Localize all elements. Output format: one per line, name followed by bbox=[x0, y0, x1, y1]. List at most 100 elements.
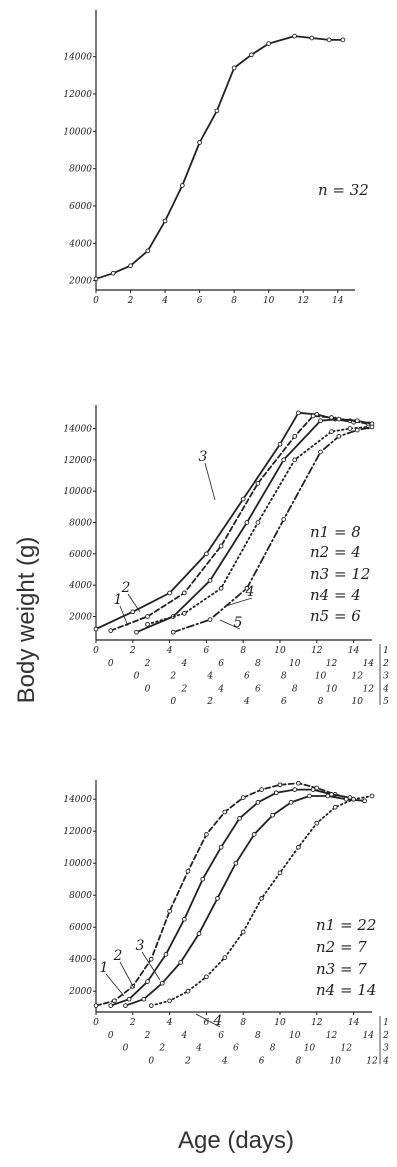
x-tick-label: 0 bbox=[170, 697, 176, 707]
x-tick-label: 2 bbox=[169, 672, 176, 682]
x-tick-label: 6 bbox=[218, 659, 224, 669]
y-tick-label: 12000 bbox=[63, 90, 92, 100]
y-tick-label: 10000 bbox=[63, 127, 92, 137]
y-tick-label: 10000 bbox=[63, 859, 92, 869]
data-point bbox=[255, 520, 261, 525]
x-tick-label: 0 bbox=[108, 659, 114, 669]
data-point bbox=[178, 960, 183, 965]
series-line bbox=[109, 788, 351, 1007]
data-point bbox=[214, 108, 220, 114]
x-tick-label: 8 bbox=[240, 1018, 246, 1028]
data-point bbox=[369, 424, 375, 430]
data-point bbox=[296, 844, 301, 850]
data-point bbox=[336, 433, 342, 439]
data-point bbox=[332, 804, 338, 810]
data-point bbox=[233, 860, 239, 866]
x-tick-label: 10 bbox=[263, 296, 275, 306]
series-label-leader bbox=[195, 1013, 221, 1028]
x-tick-label: 12 bbox=[326, 1031, 338, 1041]
data-point bbox=[249, 52, 254, 58]
x-tick-label: 10 bbox=[315, 672, 327, 682]
data-point bbox=[277, 782, 283, 788]
x-tick-label: 8 bbox=[255, 1031, 261, 1041]
x-tick-label: 14 bbox=[363, 1031, 375, 1041]
series-label-leader bbox=[127, 593, 141, 613]
x-tick-label: 6 bbox=[233, 1044, 239, 1054]
data-point bbox=[181, 611, 187, 616]
x-tick-label: 8 bbox=[231, 296, 237, 306]
series-label: 1 bbox=[114, 592, 123, 608]
series-line bbox=[95, 782, 355, 1007]
data-point bbox=[145, 621, 150, 627]
x-tick-label: 6 bbox=[244, 672, 250, 682]
row-key: 2 bbox=[382, 659, 389, 669]
x-tick-label: 4 bbox=[166, 1018, 173, 1028]
x-tick-label: 12 bbox=[363, 684, 375, 694]
x-tick-label: 2 bbox=[158, 1044, 165, 1054]
annotation: n4 = 4 bbox=[310, 586, 361, 604]
data-point bbox=[218, 543, 224, 549]
data-point bbox=[336, 416, 342, 422]
data-point bbox=[179, 183, 185, 188]
data-point bbox=[277, 441, 283, 447]
y-tick-label: 12000 bbox=[63, 456, 92, 466]
x-tick-label: 4 bbox=[217, 684, 224, 694]
x-tick-label: 0 bbox=[108, 1031, 114, 1041]
row-key: 4 bbox=[382, 684, 389, 694]
y-axis-label: Body weight (g) bbox=[13, 537, 40, 704]
data-point bbox=[292, 457, 298, 463]
data-point bbox=[197, 140, 202, 145]
x-tick-label: 0 bbox=[93, 296, 99, 306]
data-point bbox=[148, 956, 154, 962]
y-tick-label: 2000 bbox=[68, 277, 92, 287]
series-label: 3 bbox=[199, 449, 208, 465]
annotation: n3 = 7 bbox=[316, 960, 367, 978]
data-point bbox=[318, 449, 323, 455]
row-key: 3 bbox=[383, 1044, 389, 1054]
data-point bbox=[292, 787, 298, 792]
data-point bbox=[159, 980, 165, 986]
data-point bbox=[255, 480, 261, 486]
y-tick-label: 2000 bbox=[68, 987, 92, 997]
data-point bbox=[145, 248, 151, 254]
data-point bbox=[162, 218, 168, 224]
x-tick-label: 14 bbox=[363, 659, 375, 669]
series-label: 5 bbox=[234, 615, 243, 631]
data-point bbox=[354, 418, 360, 424]
series-line bbox=[95, 35, 344, 280]
x-tick-label: 10 bbox=[289, 1031, 301, 1041]
x-tick-label: 0 bbox=[93, 646, 99, 656]
x-tick-label: 2 bbox=[144, 659, 151, 669]
x-tick-label: 4 bbox=[180, 1031, 187, 1041]
y-tick-label: 12000 bbox=[63, 827, 92, 837]
x-tick-label: 6 bbox=[259, 1056, 265, 1066]
x-tick-label: 8 bbox=[281, 672, 287, 682]
y-tick-label: 8000 bbox=[69, 891, 92, 901]
data-point bbox=[281, 517, 287, 522]
data-point bbox=[204, 974, 209, 980]
series-label: 2 bbox=[121, 580, 131, 596]
data-point bbox=[281, 457, 287, 463]
series-label-leader bbox=[119, 605, 129, 627]
x-tick-label: 0 bbox=[134, 672, 140, 682]
data-point bbox=[244, 585, 250, 591]
x-tick-label: 12 bbox=[352, 672, 364, 682]
data-point bbox=[240, 795, 246, 800]
x-tick-label: 6 bbox=[255, 684, 261, 694]
data-point bbox=[270, 812, 275, 818]
data-point bbox=[292, 33, 297, 39]
data-point bbox=[347, 426, 353, 431]
y-tick-label: 6000 bbox=[69, 550, 92, 560]
x-tick-label: 12 bbox=[311, 646, 323, 656]
x-tick-label: 12 bbox=[366, 1056, 378, 1066]
x-tick-label: 6 bbox=[197, 296, 203, 306]
row-key: 3 bbox=[383, 672, 389, 682]
series-label-leader bbox=[225, 597, 253, 607]
data-point bbox=[222, 955, 228, 960]
data-point bbox=[196, 931, 202, 936]
x-tick-label: 2 bbox=[129, 646, 136, 656]
x-tick-label: 8 bbox=[255, 659, 261, 669]
